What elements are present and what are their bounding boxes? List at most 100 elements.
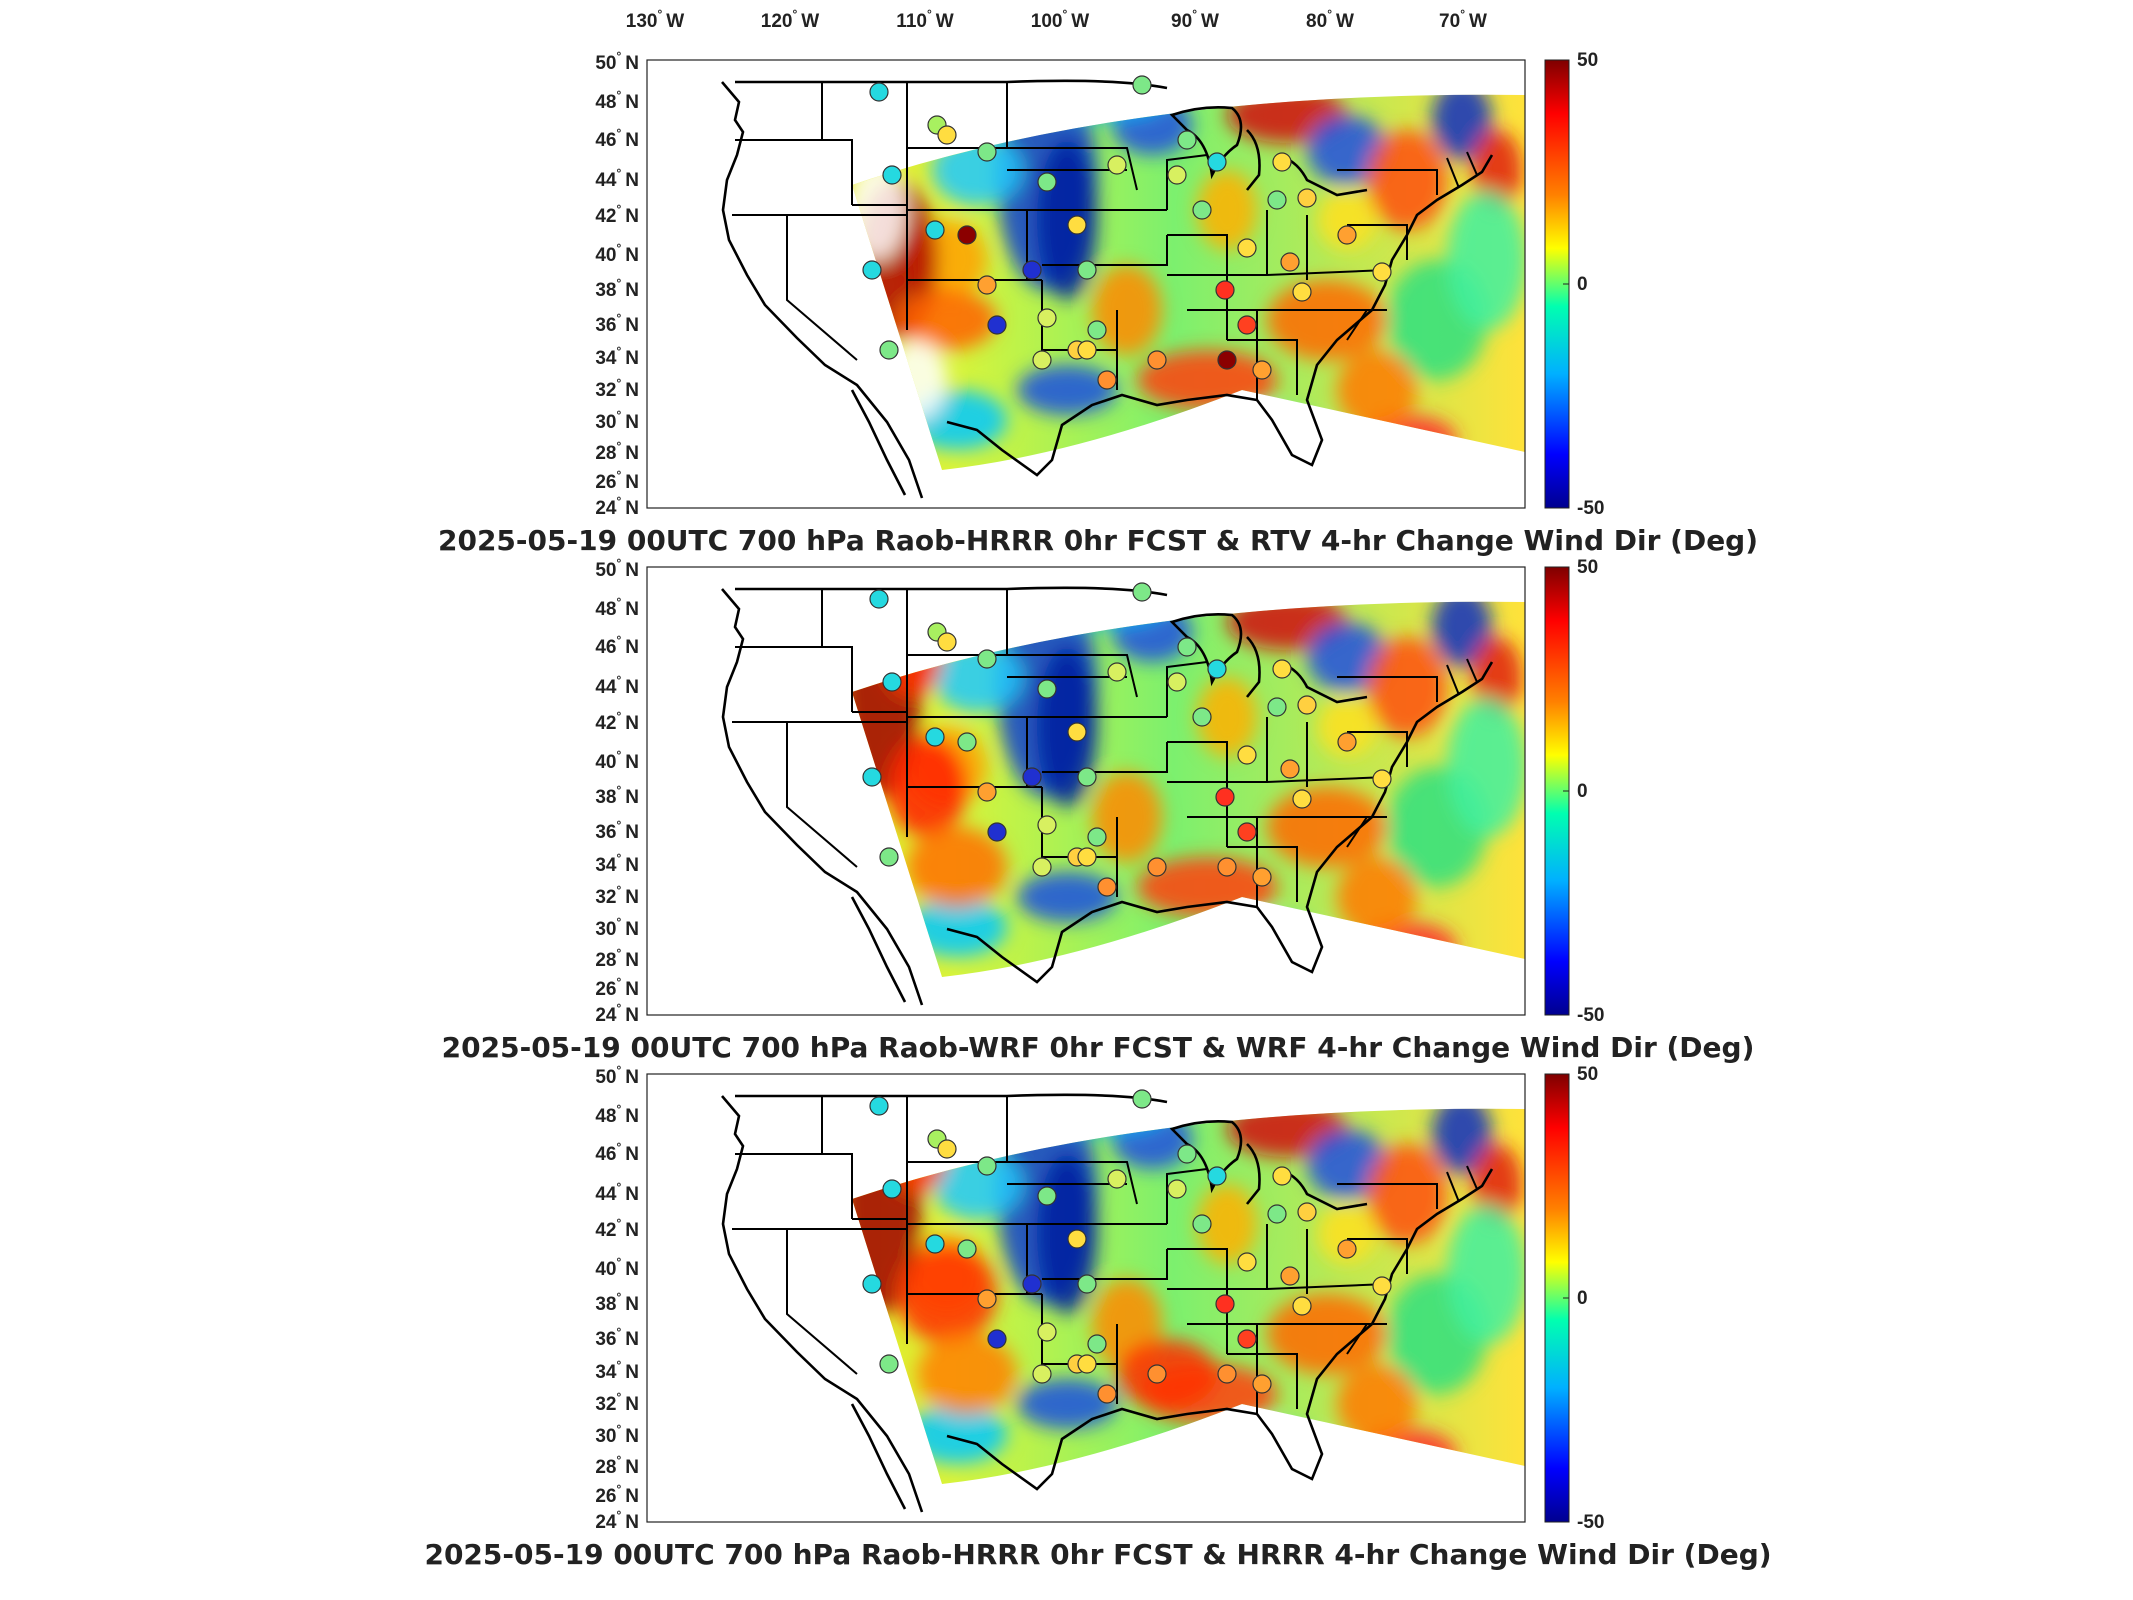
field-patch: [907, 827, 1007, 907]
raob-station-marker: [1252, 1374, 1272, 1394]
colorbar-label--50: -50: [1577, 498, 1604, 519]
raob-station-marker: [1147, 1364, 1167, 1384]
state-border: [1007, 654, 1138, 698]
raob-station-marker: [1292, 282, 1312, 302]
coastline: [850, 389, 907, 496]
state-border: [1346, 816, 1368, 848]
state-border: [1007, 147, 1138, 191]
state-border: [1446, 157, 1460, 189]
colorbar-label--50: -50: [1577, 1512, 1604, 1533]
lat-label-38: 38° N: [595, 276, 639, 301]
lon-label-80: 80° W: [1306, 7, 1354, 32]
lat-label-36: 36° N: [595, 818, 639, 843]
field-patch: [1432, 601, 1492, 667]
lon-label-110: 110° W: [896, 7, 953, 32]
raob-station-marker: [1077, 340, 1097, 360]
colorbar-label-0: 0: [1577, 274, 1588, 295]
raob-station-marker: [1192, 707, 1212, 727]
state-border: [1446, 1171, 1460, 1203]
raob-station-marker: [1292, 789, 1312, 809]
raob-station-marker: [925, 727, 945, 747]
field-patch: [1367, 130, 1447, 230]
lat-label-36: 36° N: [595, 311, 639, 336]
lat-label-30: 30° N: [595, 408, 639, 433]
field-patch: [1307, 1129, 1387, 1199]
raob-station-marker: [869, 589, 889, 609]
field-patch: [1337, 857, 1417, 937]
state-border: [1466, 151, 1478, 176]
lat-label-34: 34° N: [595, 344, 639, 369]
map-frame: [646, 59, 1526, 509]
raob-station-marker: [1037, 1322, 1057, 1342]
latitude-labels: 50° N 48° N 46° N 44° N 42° N 40° N 38° N 36° N 34° N 32° N…: [595, 556, 639, 1026]
raob-station-marker: [862, 767, 882, 787]
state-border: [1007, 1161, 1138, 1205]
raob-station-marker: [879, 340, 899, 360]
raob-station-marker: [1215, 787, 1235, 807]
raob-station-marker: [977, 1289, 997, 1309]
coastline: [735, 586, 1168, 597]
raob-station-marker: [937, 1139, 957, 1159]
raob-station-marker: [882, 165, 902, 185]
raob-station-marker: [1215, 1294, 1235, 1314]
lat-label-42: 42° N: [595, 202, 639, 227]
raob-station-marker: [1067, 215, 1087, 235]
lat-label-26: 26° N: [595, 975, 639, 1000]
raob-station-marker: [1177, 130, 1197, 150]
raob-station-marker: [1132, 75, 1152, 95]
panel-title: 2025-05-19 00UTC 700 hPa Raob-HRRR 0hr F…: [424, 1538, 1771, 1571]
raob-station-marker: [1267, 697, 1287, 717]
lat-label-48: 48° N: [595, 88, 639, 113]
field-patch: [1337, 1364, 1417, 1444]
field-patch: [1267, 787, 1387, 867]
raob-station-marker: [1207, 152, 1227, 172]
field-patch: [1317, 1204, 1377, 1264]
raob-station-marker: [1215, 280, 1235, 300]
map-panel-2: 50° N 48° N 46° N 44° N 42° N 40° N 38° N 36° N 34° N 32° N…: [442, 556, 1755, 1064]
lat-label-42: 42° N: [595, 709, 639, 734]
lat-label-50: 50° N: [595, 556, 639, 581]
raob-station-marker: [1167, 672, 1187, 692]
colorbar: 50 0 -50: [1544, 557, 1604, 1026]
state-border: [1347, 224, 1408, 260]
state-border: [1337, 169, 1438, 195]
lat-label-40: 40° N: [595, 241, 639, 266]
state-border: [1167, 741, 1228, 847]
map-frame: [646, 1073, 1526, 1523]
state-border: [1337, 1183, 1438, 1209]
boundaries: [721, 79, 1494, 499]
field-patch: [1092, 265, 1162, 355]
raob-station-marker: [1280, 1266, 1300, 1286]
raob-station-marker: [987, 822, 1007, 842]
field-patch: [1472, 637, 1522, 717]
raob-station-marker: [957, 732, 977, 752]
latitude-labels: 50° N 48° N 46° N 44° N 42° N 40° N 38° N 36° N 34° N 32° N…: [595, 49, 639, 519]
raob-station-marker: [937, 125, 957, 145]
raob-station-marker: [1267, 190, 1287, 210]
raob-station-marker: [1077, 847, 1097, 867]
raob-station-marker: [1337, 732, 1357, 752]
raob-station-marker: [1147, 350, 1167, 370]
raob-station-marker: [1067, 722, 1087, 742]
raob-station-marker: [869, 82, 889, 102]
field-patch: [1017, 872, 1117, 922]
raob-station-marker: [882, 672, 902, 692]
lat-label-44: 44° N: [595, 166, 639, 191]
raob-station-marker: [987, 315, 1007, 335]
raob-station-marker: [1097, 877, 1117, 897]
raob-station-marker: [1107, 662, 1127, 682]
raob-station-marker: [1280, 252, 1300, 272]
field-patch: [1447, 1204, 1525, 1344]
lat-label-28: 28° N: [595, 1453, 639, 1478]
field-patch: [1317, 190, 1377, 250]
colorbar-label-0: 0: [1577, 781, 1588, 802]
boundaries: [721, 1093, 1494, 1513]
raob-station-marker: [862, 260, 882, 280]
raob-station-marker: [1037, 1186, 1057, 1206]
raob-station-marker: [977, 782, 997, 802]
panel-title: 2025-05-19 00UTC 700 hPa Raob-WRF 0hr FC…: [442, 1031, 1755, 1064]
raob-station-marker: [1237, 1329, 1257, 1349]
coastline: [735, 1093, 1168, 1104]
map-frame: [646, 566, 1526, 1016]
raob-station-marker: [977, 1156, 997, 1176]
